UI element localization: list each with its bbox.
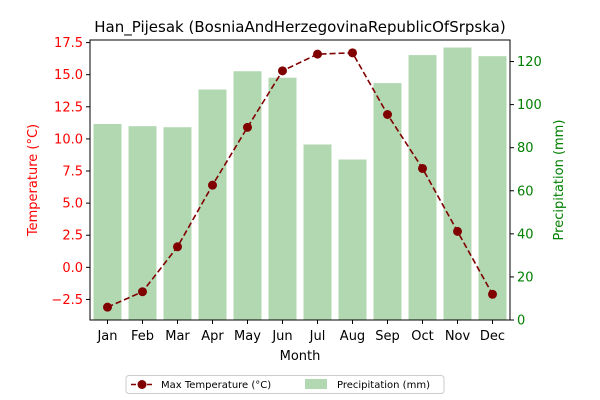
legend-label-temperature: Max Temperature (°C) (161, 380, 271, 391)
x-axis-tick-label: Aug (340, 329, 365, 344)
temperature-line (103, 48, 497, 312)
temperature-series-line (107, 52, 494, 308)
right-axis-label: Precipitation (mm) (552, 120, 567, 241)
x-axis-label: Month (280, 349, 321, 364)
x-axis-tick-label: Jul (309, 329, 326, 344)
left-axis-tick-label: −2.5 (51, 293, 83, 308)
precipitation-bar-jun (268, 77, 297, 320)
right-axis-tick-label: 80 (517, 141, 534, 156)
axes: −2.5 0.0 2.5 5.0 7.5 10.0 12.5 15.0 17.5 0 20 40 60 8… (26, 36, 567, 364)
x-axis-tick-label: Nov (445, 329, 471, 344)
right-axis-tick-label: 120 (517, 55, 542, 70)
left-axis-tick-label: 12.5 (54, 100, 83, 115)
temperature-point-dec (488, 289, 497, 299)
legend-line-marker (137, 380, 147, 389)
temperature-point-aug (348, 48, 357, 58)
left-axis-label: Temperature (°C) (26, 124, 41, 237)
precipitation-bar-sep (373, 83, 402, 320)
x-axis-tick-label: Apr (201, 329, 224, 344)
x-axis-tick-label: Oct (411, 329, 433, 344)
left-axis-tick-label: 7.5 (62, 165, 83, 180)
precipitation-bar-jul (303, 144, 332, 320)
x-axis-tick-label: May (234, 329, 261, 344)
temperature-point-oct (418, 163, 427, 173)
precipitation-bar-mar (163, 127, 192, 320)
x-axis-tick-label: Mar (165, 329, 190, 344)
x-axis-tick-label: Feb (131, 329, 154, 344)
right-axis-tick-label: 60 (517, 184, 534, 199)
right-axis-tick-label: 0 (517, 314, 525, 329)
legend-box (125, 375, 445, 394)
precipitation-bar-jan (93, 124, 122, 320)
temperature-point-may (243, 122, 252, 132)
x-axis-tick-label: Jun (271, 329, 292, 344)
left-axis-tick-label: 17.5 (54, 36, 83, 51)
left-axis-tick-label: 2.5 (62, 229, 83, 244)
temperature-point-jan (103, 302, 112, 312)
left-axis-tick-label: 15.0 (54, 68, 83, 83)
precipitation-bar-oct (408, 55, 437, 320)
x-axis-tick-label: Dec (480, 329, 505, 344)
left-axis-tick-label: 0.0 (62, 261, 83, 276)
left-axis-tick-label: 5.0 (62, 197, 83, 212)
right-axis-tick-label: 100 (517, 98, 542, 113)
temperature-point-feb (138, 287, 147, 297)
precipitation-bar-aug (338, 159, 367, 320)
legend: Max Temperature (°C) Precipitation (mm) (125, 375, 445, 394)
precipitation-bar-nov (443, 47, 472, 321)
temperature-point-jun (278, 66, 287, 76)
temperature-point-apr (208, 180, 217, 190)
x-axis-tick-label: Jan (96, 329, 117, 344)
right-axis-tick-label: 20 (517, 270, 534, 285)
right-axis-tick-label: 40 (517, 227, 534, 242)
temperature-point-sep (383, 109, 392, 119)
precipitation-bar-dec (478, 56, 507, 321)
temperature-point-jul (313, 49, 322, 59)
precipitation-bars (93, 47, 507, 321)
temperature-point-nov (453, 226, 462, 236)
precipitation-bar-apr (198, 89, 227, 321)
legend-bar-swatch (305, 379, 327, 389)
temperature-point-mar (173, 242, 182, 252)
legend-label-precipitation: Precipitation (mm) (337, 380, 430, 391)
x-axis-tick-label: Sep (375, 329, 400, 344)
left-axis-tick-label: 10.0 (54, 132, 83, 147)
plot-frame (89, 39, 511, 321)
chart-title: Han_Pijesak (BosniaAndHerzegovinaRepubli… (94, 18, 505, 37)
precipitation-bar-may (233, 71, 262, 320)
